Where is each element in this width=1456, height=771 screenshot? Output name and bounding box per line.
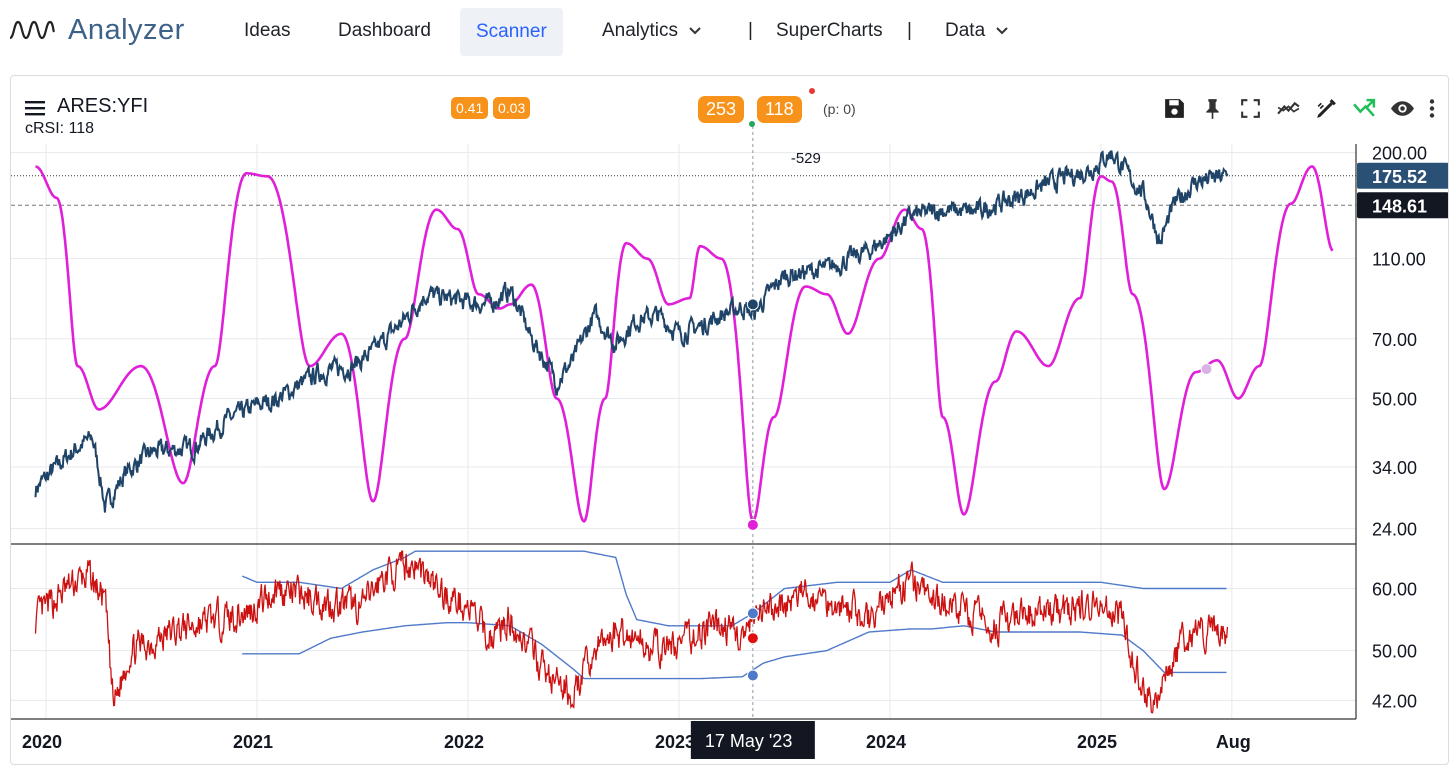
nav-supercharts[interactable]: SuperCharts: [776, 20, 883, 42]
fullscreen-icon[interactable]: [1238, 96, 1263, 121]
red-dot-icon: [809, 88, 815, 94]
x-tick-label: 2020: [22, 732, 62, 752]
nav-separator: |: [748, 20, 753, 41]
nav-data-label: Data: [945, 20, 986, 41]
top-navigation: Analyzer Ideas Dashboard Scanner Analyti…: [0, 0, 1456, 66]
drawing-icon[interactable]: [1314, 96, 1339, 121]
value-badge: 0.41: [451, 97, 489, 119]
crosshair-marker: [746, 607, 759, 620]
x-tick-label: 2023: [655, 732, 695, 752]
green-dot-icon: [749, 121, 755, 127]
y-tick-label: 50.00: [1372, 389, 1417, 409]
price-label: 175.52: [1372, 167, 1427, 187]
nav-scanner[interactable]: Scanner: [460, 8, 563, 56]
crosshair-marker: [746, 669, 759, 682]
cycle-badge: 253: [698, 96, 745, 123]
cycle-series-line: [35, 165, 1334, 523]
brand-logo[interactable]: Analyzer: [8, 14, 185, 47]
hamburger-menu-icon[interactable]: [25, 100, 45, 121]
lower-band-line: [242, 622, 1227, 680]
crosshair-marker: [746, 298, 759, 311]
nav-separator: |: [907, 20, 912, 41]
period-note: (p: 0): [823, 101, 856, 117]
y-tick-label: 110.00: [1372, 250, 1426, 270]
crsi-badge: 118: [757, 96, 802, 123]
indicator-label: cRSI: 118: [25, 120, 95, 137]
indicator-icon[interactable]: [1276, 96, 1301, 121]
crosshair-marker: [746, 518, 759, 531]
y-tick-label: 200.00: [1372, 144, 1427, 164]
x-tick-label: 2021: [233, 732, 273, 752]
x-tick-label: 2024: [866, 732, 906, 752]
nav-ideas-label: Ideas: [244, 20, 291, 41]
crosshair-marker: [746, 632, 759, 645]
chevron-down-icon: [996, 27, 1008, 35]
x-tick-label: Aug: [1216, 732, 1251, 752]
chart-canvas[interactable]: -529 200.00 110.00 70.00 50.00 34.00 24.00 60.0…: [11, 76, 1449, 765]
value-badge: 0.03: [493, 97, 531, 119]
y-tick-label: 70.00: [1372, 330, 1417, 350]
price-series-line: [34, 150, 1229, 513]
pin-icon[interactable]: [1200, 96, 1225, 121]
crosshair-annotation: -529: [791, 150, 821, 167]
x-tick-label: 2022: [444, 732, 484, 752]
nav-scanner-label: Scanner: [476, 21, 547, 42]
y-tick-label: 42.00: [1372, 691, 1417, 711]
chart-panel: -529 200.00 110.00 70.00 50.00 34.00 24.00 60.0…: [10, 75, 1449, 765]
trend-up-icon[interactable]: [1352, 96, 1377, 121]
nav-ideas[interactable]: Ideas: [244, 20, 290, 42]
x-tick-label: 2025: [1077, 732, 1117, 752]
more-icon[interactable]: [1428, 96, 1436, 121]
crosshair-marker: [1200, 363, 1213, 376]
nav-supercharts-label: SuperCharts: [776, 20, 883, 41]
price-label-box: [1357, 162, 1448, 189]
y-tick-label: 24.00: [1372, 520, 1417, 540]
y-tick-label: 50.00: [1372, 642, 1417, 662]
price-label-box: [1357, 192, 1448, 219]
chevron-down-icon: [689, 27, 701, 35]
save-icon[interactable]: [1162, 96, 1187, 121]
eye-icon[interactable]: [1390, 96, 1415, 121]
nav-analytics[interactable]: Analytics: [602, 20, 702, 42]
nav-analytics-label: Analytics: [602, 20, 679, 41]
crosshair-date-label: 17 May '23: [705, 731, 793, 751]
crosshair-date-box: [690, 721, 815, 759]
nav-data[interactable]: Data: [945, 20, 1009, 42]
wave-logo-icon: [9, 20, 56, 39]
price-label: 148.61: [1372, 196, 1427, 216]
y-tick-label: 60.00: [1372, 580, 1417, 600]
symbol-name[interactable]: ARES:YFI: [57, 95, 149, 117]
chart-toolbar: [1162, 96, 1436, 121]
rsi-series-line: [34, 550, 1229, 714]
y-tick-label: 34.00: [1372, 458, 1417, 478]
nav-dashboard-label: Dashboard: [338, 20, 431, 41]
brand-name: Analyzer: [68, 14, 185, 46]
nav-dashboard[interactable]: Dashboard: [338, 20, 431, 42]
